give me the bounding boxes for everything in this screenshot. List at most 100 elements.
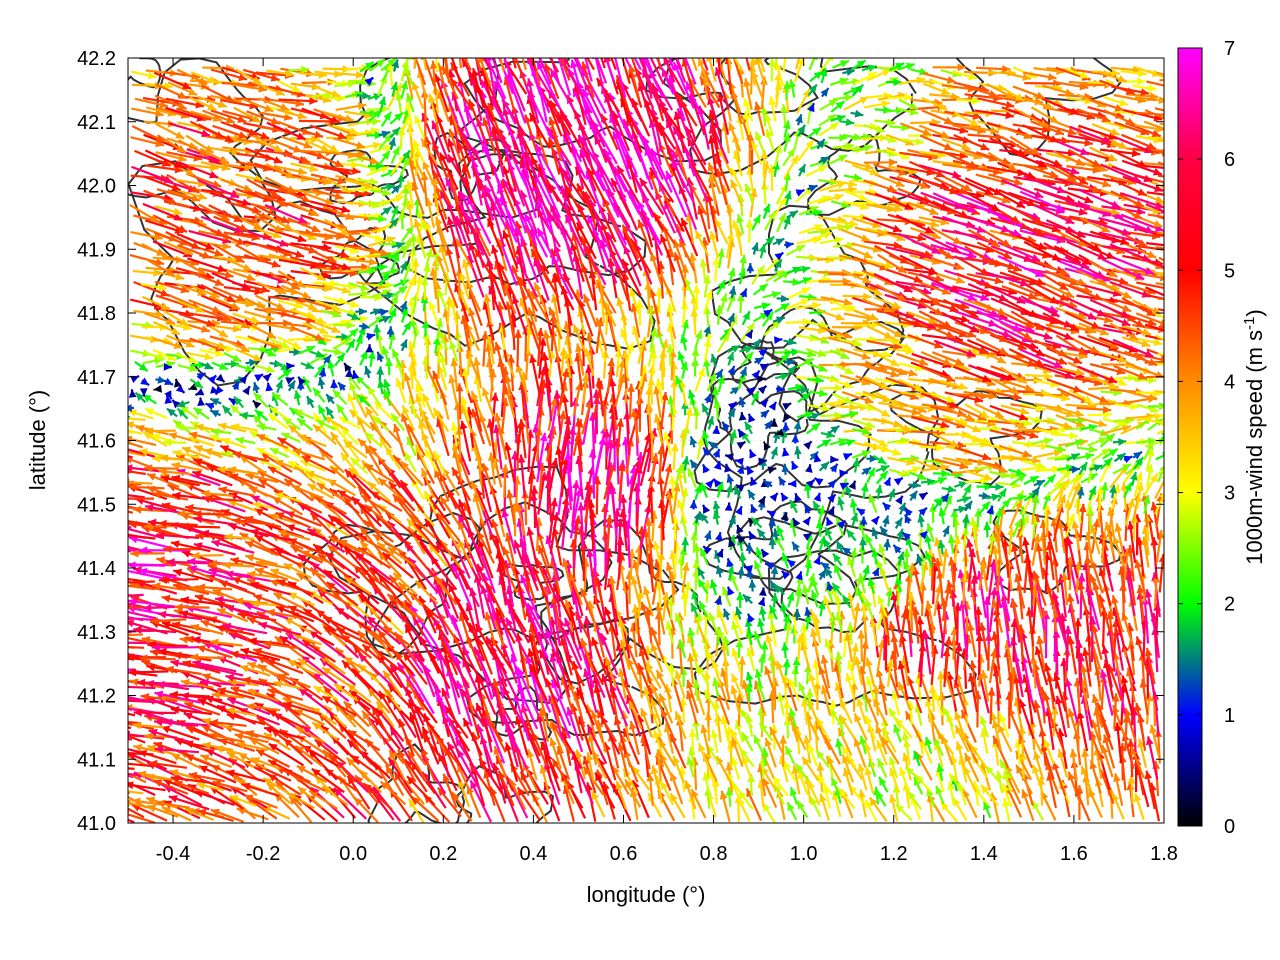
wind-vector-head <box>761 549 770 559</box>
wind-vector-head <box>86 520 94 528</box>
wind-vector-head <box>1102 734 1111 744</box>
wind-vector-head <box>1144 647 1153 657</box>
wind-vector-head <box>492 688 500 698</box>
wind-vector-head <box>117 495 125 503</box>
wind-vector-head <box>321 725 330 734</box>
wind-vector-head <box>947 781 955 791</box>
wind-vector-head <box>94 595 103 603</box>
wind-vector-head <box>843 767 851 777</box>
contour-line <box>405 148 647 286</box>
wind-vector-head <box>869 797 878 807</box>
wind-vector-head <box>483 769 491 779</box>
wind-vector-head <box>918 492 928 501</box>
wind-vector-head <box>117 567 126 575</box>
wind-vector-head <box>605 514 614 524</box>
wind-vector-head <box>829 463 838 473</box>
wind-vector-head <box>893 724 901 734</box>
wind-vector-head <box>210 808 220 817</box>
wind-vector-head <box>664 464 673 473</box>
wind-vector-head <box>783 699 791 708</box>
wind-vector-head <box>583 766 592 776</box>
wind-vector-head <box>1127 775 1136 784</box>
wind-vector-head <box>360 770 369 779</box>
wind-vector-head <box>650 697 658 707</box>
wind-vector <box>550 679 572 727</box>
wind-vector-head <box>864 742 872 752</box>
wind-vector-head <box>893 477 903 486</box>
wind-vector-head <box>882 502 892 512</box>
wind-vector-head <box>115 579 123 587</box>
wind-vector-head <box>107 727 116 734</box>
wind-vector-head <box>615 781 623 790</box>
wind-vector-head <box>109 541 118 549</box>
wind-vector-head <box>268 743 278 752</box>
wind-vector-head <box>710 729 719 739</box>
wind-vector-head <box>89 479 97 487</box>
wind-vector-head <box>681 537 690 546</box>
wind-vector-head <box>813 556 821 566</box>
wind-vector-head <box>110 649 119 657</box>
wind-vector-head <box>212 780 222 788</box>
wind-vector-head <box>674 711 683 721</box>
wind-vector-head <box>398 749 406 759</box>
wind-vector-head <box>822 784 830 794</box>
wind-vector <box>128 748 146 755</box>
wind-vector-head <box>323 750 332 759</box>
wind-vector-head <box>128 614 129 618</box>
wind-vector-head <box>132 721 141 730</box>
wind-vector-head <box>1041 791 1049 801</box>
wind-vector-head <box>860 483 869 492</box>
wind-vector-head <box>779 735 788 744</box>
wind-vector-head <box>740 708 748 718</box>
wind-vector-head <box>1043 739 1051 748</box>
wind-vector-head <box>726 565 735 575</box>
wind-vector-head <box>803 735 811 744</box>
wind-vector-head <box>805 464 813 473</box>
wind-vector-head <box>899 767 907 777</box>
wind-vector-head <box>386 695 395 704</box>
wind-vector-head <box>659 739 667 749</box>
wind-vector-head <box>552 758 560 768</box>
wind-vector-head <box>295 745 305 754</box>
wind-vector-head <box>629 721 637 730</box>
wind-vector-head <box>783 761 792 771</box>
wind-vector-head <box>89 732 98 740</box>
wind-vector-head <box>955 725 963 735</box>
wind-vector-head <box>853 737 862 747</box>
wind-vector-head <box>202 718 212 726</box>
wind-vector-head <box>1057 749 1065 758</box>
wind-vector-head <box>1081 748 1090 758</box>
wind-vector-head <box>793 518 801 528</box>
wind-vector-head <box>115 731 123 739</box>
wind-vector-head <box>1112 792 1120 802</box>
wind-vector-head <box>108 675 117 683</box>
wind-vector-head <box>476 724 485 734</box>
wind-vector-head <box>394 771 403 781</box>
wind-vector-head <box>875 725 883 734</box>
wind-vector-head <box>936 763 945 773</box>
wind-vector-head <box>556 746 565 756</box>
wind-vector-head <box>229 795 239 803</box>
wind-vector-head <box>526 749 535 759</box>
wind-vector-head <box>848 480 856 490</box>
wind-vector-head <box>539 765 548 774</box>
wind-vector-head <box>870 516 879 526</box>
wind-vector-head <box>786 592 795 602</box>
wind-vector <box>128 734 146 744</box>
wind-vector-head <box>787 802 795 812</box>
wind-vector-head <box>200 754 210 762</box>
wind-vector-head <box>888 756 897 766</box>
wind-vector-head <box>807 780 815 790</box>
wind-vector-head <box>926 523 934 533</box>
wind-vector-head <box>652 729 661 739</box>
wind-vector-head <box>625 779 633 789</box>
wind-vector-head <box>209 718 219 727</box>
wind-vector-head <box>1111 693 1120 702</box>
wind-vector-head <box>515 716 523 726</box>
wind-vector-head <box>146 796 156 805</box>
wind-vector-head <box>92 465 100 473</box>
wind-vector-head <box>748 579 757 588</box>
wind-vector-head <box>585 752 594 762</box>
wind-vector-head <box>241 782 251 791</box>
